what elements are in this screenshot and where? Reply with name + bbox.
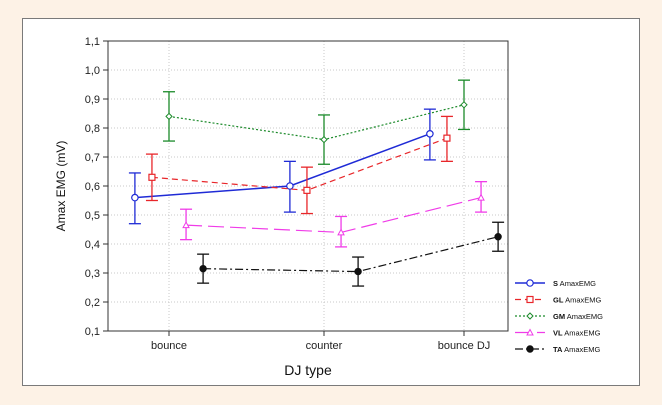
grid <box>108 40 508 332</box>
series-s <box>128 108 436 225</box>
legend-label-rest: AmaxEMG <box>558 279 596 288</box>
marker <box>443 134 451 142</box>
y-tick-label: 0,6 <box>85 181 100 193</box>
legend-label-rest: AmaxEMG <box>562 345 600 354</box>
series-gm <box>163 79 470 165</box>
x-axis-ticks: bounce counter bounce DJ <box>151 331 490 352</box>
y-tick-label: 1,1 <box>85 36 100 48</box>
legend-label-rest: AmaxEMG <box>563 329 601 338</box>
chart-frame: 0,1 0,2 0,3 0,4 0,5 0,6 0,7 0,8 0,9 1,0 1,1 bounce… <box>22 18 640 386</box>
y-axis-ticks: 0,1 0,2 0,3 0,4 0,5 0,6 0,7 0,8 0,9 1,0 1,1 <box>85 36 108 338</box>
legend-label-rest: AmaxEMG <box>563 296 601 305</box>
marker <box>303 186 311 194</box>
marker <box>354 267 362 276</box>
y-tick-label: 0,5 <box>85 210 100 222</box>
legend-label-key: GL <box>553 296 564 305</box>
legend-label-key: TA <box>553 345 563 354</box>
marker <box>526 279 534 287</box>
legend-item-gl: GL AmaxEMG <box>515 296 602 305</box>
y-tick-label: 0,3 <box>85 268 100 280</box>
legend-label-rest: AmaxEMG <box>565 312 603 321</box>
legend-label: GL AmaxEMG <box>553 296 602 305</box>
marker <box>494 233 502 241</box>
marker <box>526 312 534 320</box>
x-tick-label: bounce DJ <box>438 340 491 352</box>
legend-label-key: S <box>553 279 558 288</box>
series-line <box>168 104 465 141</box>
y-tick-label: 0,7 <box>85 152 100 164</box>
marker <box>477 193 485 201</box>
x-tick-label: bounce <box>151 340 187 352</box>
y-tick-label: 0,1 <box>85 326 100 338</box>
legend-item-vl: VL AmaxEMG <box>515 328 601 338</box>
legend-label: GM AmaxEMG <box>553 312 603 321</box>
marker <box>182 221 190 229</box>
legend-label-key: VL <box>553 329 563 338</box>
series-gl <box>145 115 453 215</box>
marker <box>426 130 434 138</box>
x-tick-label: counter <box>306 340 343 352</box>
legend-label: S AmaxEMG <box>553 279 596 288</box>
y-tick-label: 0,4 <box>85 239 100 251</box>
marker <box>337 228 345 236</box>
y-tick-label: 0,8 <box>85 123 100 135</box>
marker <box>320 135 328 144</box>
y-axis-label: Amax EMG (mV) <box>54 141 68 232</box>
legend-label: TA AmaxEMG <box>553 345 601 354</box>
marker <box>148 173 156 181</box>
series-layer <box>128 79 505 287</box>
series-ta <box>197 221 505 287</box>
marker <box>526 345 534 353</box>
marker <box>286 182 294 190</box>
marker <box>165 112 173 121</box>
marker <box>131 193 139 202</box>
marker <box>199 264 207 273</box>
legend-item-s: S AmaxEMG <box>515 279 596 288</box>
series-vl <box>180 180 488 248</box>
y-tick-label: 0,2 <box>85 297 100 309</box>
x-axis-label: DJ type <box>284 362 332 378</box>
marker <box>460 101 468 109</box>
legend-label: VL AmaxEMG <box>553 329 601 338</box>
legend-label-key: GM <box>553 312 565 321</box>
chart: 0,1 0,2 0,3 0,4 0,5 0,6 0,7 0,8 0,9 1,0 1,1 bounce… <box>54 36 603 378</box>
y-tick-label: 0,9 <box>85 94 100 106</box>
legend-item-gm: GM AmaxEMG <box>515 312 603 321</box>
marker <box>526 295 534 304</box>
legend-item-ta: TA AmaxEMG <box>515 345 601 354</box>
series-line <box>203 236 499 273</box>
marker <box>526 328 534 336</box>
y-tick-label: 1,0 <box>85 65 100 77</box>
